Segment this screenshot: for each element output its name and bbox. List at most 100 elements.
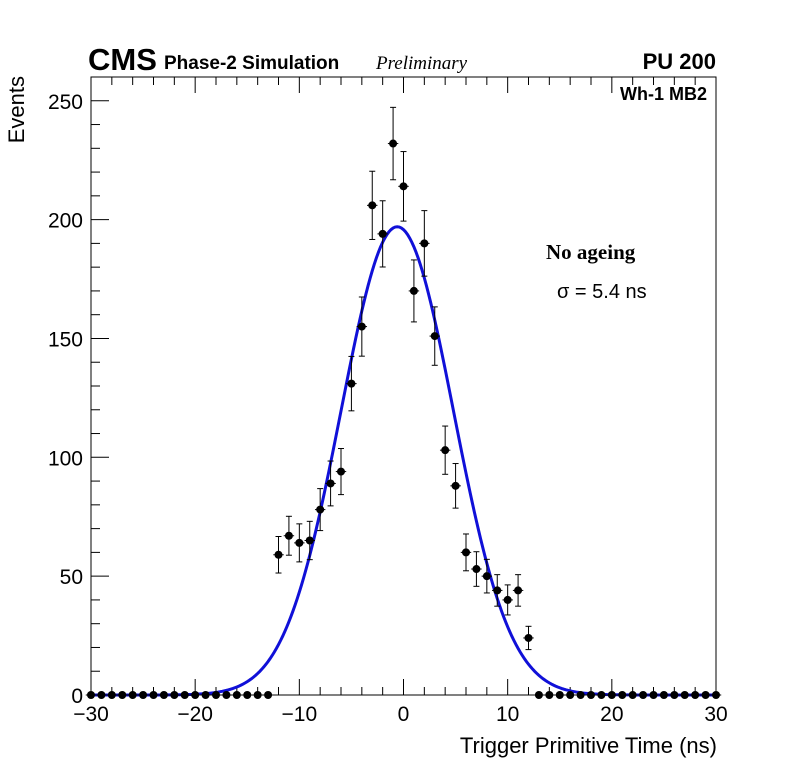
data-point: [439, 425, 451, 475]
data-marker: [628, 691, 637, 699]
data-marker: [576, 691, 585, 699]
data-point: [419, 210, 430, 277]
data-marker: [545, 691, 554, 699]
data-marker: [566, 691, 575, 699]
data-point: [617, 691, 628, 699]
data-point: [127, 691, 138, 699]
data-marker: [222, 691, 231, 699]
data-marker: [107, 691, 116, 699]
data-marker: [649, 691, 658, 699]
data-point: [189, 691, 201, 699]
data-point: [689, 691, 701, 699]
data-point: [585, 691, 597, 699]
data-point: [158, 691, 170, 699]
annotation-title: No ageing: [546, 240, 636, 264]
data-point: [137, 691, 149, 699]
data-marker: [670, 691, 679, 699]
data-marker: [337, 467, 345, 476]
data-marker: [524, 633, 533, 642]
data-point: [408, 259, 420, 323]
data-marker: [389, 139, 398, 148]
data-marker: [659, 691, 668, 699]
data-point: [637, 691, 649, 699]
data-marker: [701, 691, 710, 699]
data-point: [512, 574, 524, 607]
data-marker: [368, 201, 377, 210]
data-marker: [607, 691, 616, 699]
preliminary-label: Preliminary: [375, 53, 468, 74]
x-tick-label: 30: [704, 703, 727, 726]
y-axis-title: Events: [4, 76, 29, 143]
data-point: [658, 691, 670, 699]
y-tick-label: 200: [48, 210, 83, 233]
data-point: [450, 463, 461, 509]
data-marker: [472, 565, 481, 574]
data-point: [492, 574, 503, 607]
data-marker: [191, 691, 200, 699]
y-tick-label: 150: [48, 328, 83, 351]
data-marker: [295, 538, 304, 547]
data-point: [85, 691, 97, 699]
data-point: [304, 520, 315, 561]
data-point: [460, 533, 472, 572]
data-marker: [409, 286, 418, 295]
x-tick-label: −10: [282, 703, 318, 726]
data-point: [502, 584, 513, 616]
data-marker: [482, 572, 491, 581]
pileup-label: PU 200: [643, 49, 716, 74]
data-point: [169, 691, 180, 699]
data-point: [179, 691, 190, 699]
x-tick-label: −30: [73, 703, 109, 726]
region-label: Wh-1 MB2: [620, 84, 707, 104]
x-tick-label: 0: [398, 703, 410, 726]
data-marker: [253, 691, 262, 699]
data-marker: [87, 691, 95, 699]
data-point: [117, 691, 128, 699]
data-marker: [284, 531, 293, 540]
data-point: [314, 488, 326, 532]
data-marker: [712, 691, 720, 699]
data-marker: [139, 691, 148, 699]
axis-ticks: [90, 76, 717, 696]
data-marker: [357, 322, 366, 331]
x-tick-label: 10: [496, 703, 519, 726]
data-marker: [430, 332, 439, 341]
data-point: [283, 515, 295, 556]
data-marker: [451, 481, 460, 490]
data-marker: [170, 691, 179, 699]
data-marker: [639, 691, 648, 699]
data-point: [273, 536, 284, 574]
data-point: [575, 691, 586, 699]
data-marker: [555, 691, 564, 699]
data-point: [429, 306, 440, 366]
data-point: [262, 691, 274, 699]
data-marker: [587, 691, 595, 699]
data-marker: [118, 691, 127, 699]
data-point: [533, 691, 545, 699]
data-marker: [514, 586, 523, 595]
data-marker: [159, 691, 168, 699]
annotation-sigma: σ = 5.4 ns: [557, 281, 647, 303]
data-marker: [201, 691, 210, 699]
data-point: [648, 691, 659, 699]
y-tick-label: 50: [60, 566, 83, 589]
data-marker: [274, 550, 283, 559]
data-marker: [441, 446, 450, 455]
x-tick-label: 20: [600, 703, 623, 726]
data-marker: [493, 586, 502, 595]
data-point: [294, 523, 305, 563]
experiment-label: CMS: [88, 42, 157, 77]
x-axis-title: Trigger Primitive Time (ns): [460, 733, 717, 758]
data-marker: [316, 505, 325, 514]
data-marker: [691, 691, 700, 699]
x-tick-label: −20: [177, 703, 213, 726]
data-point: [148, 691, 159, 699]
data-point: [106, 691, 118, 699]
data-point: [387, 106, 399, 181]
data-point: [335, 448, 347, 496]
data-point: [710, 691, 722, 699]
data-marker: [305, 536, 314, 545]
data-point: [221, 691, 232, 699]
data-point: [356, 296, 368, 357]
data-marker: [232, 691, 241, 699]
